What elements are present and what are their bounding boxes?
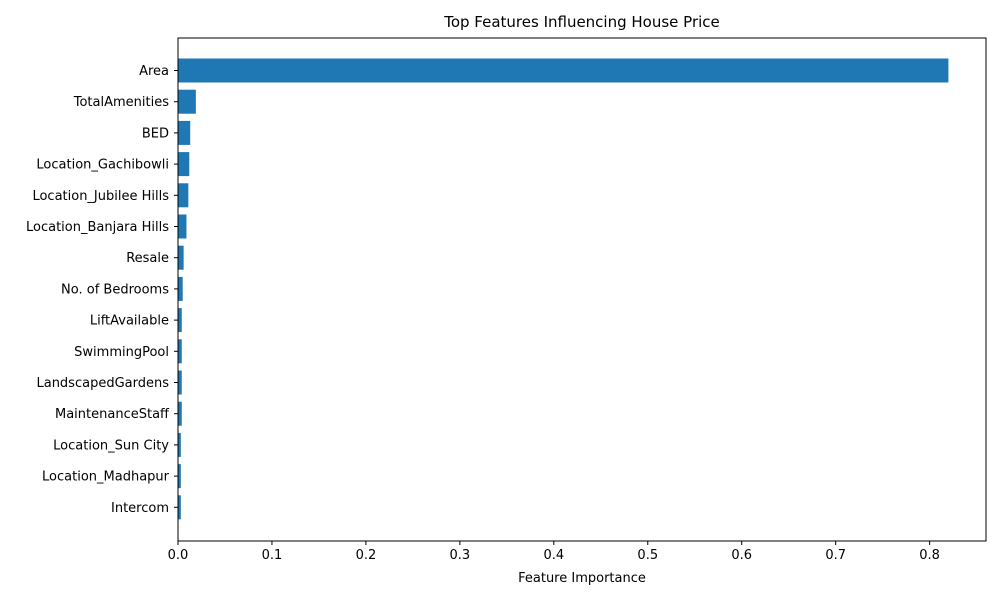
x-axis-ticks: 0.0 0.1 0.2 0.3 0.4 0.5 0.6 0.7 0.8 xyxy=(168,541,940,563)
y-tick-label: Location_Sun City xyxy=(53,438,169,453)
y-tick-label: LandscapedGardens xyxy=(36,376,169,391)
bar-liftavailable xyxy=(178,308,182,333)
bar-location-gachibowli xyxy=(178,152,190,177)
y-tick-label: Location_Jubilee Hills xyxy=(32,189,169,204)
x-tick-label: 0.7 xyxy=(825,548,846,563)
y-tick-label: LiftAvailable xyxy=(90,314,169,329)
bar-location-jubilee-hills xyxy=(178,183,189,208)
bar-landscapedgardens xyxy=(178,370,182,395)
plot-frame xyxy=(177,37,987,542)
bar-resale xyxy=(178,245,184,270)
bar-area xyxy=(178,58,949,83)
x-tick-label: 0.3 xyxy=(450,548,471,563)
y-tick-label: TotalAmenities xyxy=(73,95,169,110)
bar-swimmingpool xyxy=(178,339,182,364)
x-tick-label: 0.5 xyxy=(637,548,658,563)
x-tick-label: 0.4 xyxy=(543,548,564,563)
y-tick-label: Location_Banjara Hills xyxy=(26,220,169,235)
bar-location-sun-city xyxy=(178,432,181,457)
x-tick-label: 0.6 xyxy=(731,548,752,563)
bar-location-madhapur xyxy=(178,464,181,489)
bar-maintenancestaff xyxy=(178,401,182,426)
bars-group xyxy=(178,58,949,520)
chart-title: Top Features Influencing House Price xyxy=(443,13,720,31)
bar-location-banjara-hills xyxy=(178,214,187,239)
y-tick-label: Resale xyxy=(126,251,169,266)
y-tick-label: No. of Bedrooms xyxy=(61,282,169,297)
y-tick-label: Location_Gachibowli xyxy=(36,158,169,173)
bar-bed xyxy=(178,120,191,145)
x-tick-label: 0.1 xyxy=(262,548,283,563)
y-tick-label: BED xyxy=(142,126,169,141)
y-tick-label: Location_Madhapur xyxy=(42,470,170,485)
x-tick-label: 0.2 xyxy=(356,548,377,563)
y-tick-label: SwimmingPool xyxy=(74,345,169,360)
x-tick-label: 0.8 xyxy=(919,548,940,563)
x-axis-label: Feature Importance xyxy=(518,571,646,586)
x-tick-label: 0.0 xyxy=(168,548,189,563)
bar-totalamenities xyxy=(178,89,196,114)
y-tick-label: Area xyxy=(139,64,169,79)
y-tick-label: Intercom xyxy=(111,501,169,516)
bar-intercom xyxy=(178,495,181,520)
y-tick-label: MaintenanceStaff xyxy=(55,407,170,422)
y-axis-ticks: Area TotalAmenities BED Location_Gachibowli… xyxy=(26,64,178,516)
bar-no-of-bedrooms xyxy=(178,276,183,301)
